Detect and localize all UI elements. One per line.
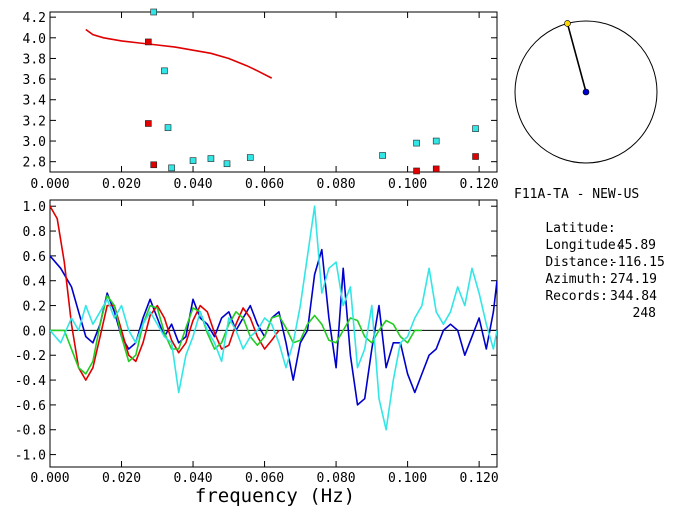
y-tick-label-bottom: 0.0 (23, 324, 46, 339)
y-tick-label-bottom: 0.4 (23, 275, 47, 290)
x-tick-label-bottom: 0.060 (245, 471, 284, 486)
x-tick-label-bottom: 0.120 (460, 471, 499, 486)
data-point (145, 120, 152, 127)
data-point (413, 167, 420, 175)
station-info-panel: F11A-TA - NEW-US Latitude: 45.89 Longitu… (514, 186, 694, 321)
azimuth-row: Azimuth: 344.84 (514, 254, 694, 304)
latitude-label: Latitude: (545, 221, 616, 236)
event-dot (564, 20, 571, 27)
y-tick-label-top: 4.0 (23, 32, 46, 47)
data-point (472, 125, 479, 132)
longitude-row: Longitude: -116.15 (514, 220, 694, 270)
x-tick-label-bottom: 0.100 (388, 471, 427, 486)
data-point (189, 157, 197, 164)
azimuth-label: Azimuth: (545, 272, 608, 287)
y-tick-label-bottom: -0.2 (15, 349, 46, 364)
y-tick-label-top: 3.8 (23, 52, 46, 67)
records-label: Records: (545, 289, 608, 304)
y-tick-label-bottom: 0.8 (23, 225, 46, 240)
x-tick-label-top: 0.120 (460, 177, 499, 192)
top-scatter-plot: 0.000 0.020 0.040 0.060 0.080 0.100 0.120 2.8 3.… (23, 8, 499, 192)
data-point (413, 139, 420, 147)
y-tick-label-top: 3.0 (23, 135, 46, 150)
data-point (472, 153, 479, 160)
bottom-line-plot: 0.000 0.020 0.040 0.060 0.080 0.100 0.120 1.0 0.… (15, 199, 499, 486)
records-row: Records: 248 (514, 271, 694, 321)
latitude-value: 45.89 (616, 238, 656, 253)
data-point (150, 8, 158, 16)
data-point (432, 165, 440, 173)
data-point (145, 38, 152, 46)
dial-circle (514, 20, 658, 164)
y-tick-label-top: 4.2 (23, 11, 46, 26)
y-tick-label-bottom: -0.4 (15, 374, 46, 389)
x-tick-label-top: 0.060 (245, 177, 284, 192)
data-point (246, 154, 254, 161)
data-point (161, 67, 168, 75)
azimuth-dial (514, 20, 658, 164)
series-line-blue (50, 248, 497, 406)
x-tick-label-top: 0.020 (102, 177, 141, 192)
series-line-cyan (50, 205, 497, 431)
latitude-row: Latitude: 45.89 (514, 203, 694, 253)
station-name: F11A-TA - NEW-US (514, 187, 640, 202)
x-tick-label-bottom: 0.020 (102, 471, 141, 486)
y-tick-label-bottom: 0.6 (23, 250, 46, 265)
y-tick-label-bottom: -1.0 (15, 449, 46, 464)
y-tick-label-top: 3.4 (23, 94, 47, 109)
y-tick-label-bottom: 1.0 (23, 200, 46, 215)
y-tick-label-bottom: -0.6 (15, 399, 46, 414)
data-point (223, 160, 231, 168)
series-line-green (50, 294, 422, 375)
data-point (432, 137, 440, 145)
x-tick-label-bottom: 0.000 (30, 471, 69, 486)
data-point (379, 152, 386, 159)
x-axis-label: frequency (Hz) (195, 485, 355, 507)
data-point (150, 161, 158, 169)
distance-row: Distance: 274.19 (514, 237, 694, 287)
x-tick-label-top: 0.080 (317, 177, 356, 192)
y-tick-label-top: 2.8 (23, 156, 46, 171)
distance-label: Distance: (545, 255, 616, 270)
y-tick-label-bottom: -0.8 (15, 424, 46, 439)
x-tick-label-bottom: 0.080 (317, 471, 356, 486)
longitude-label: Longitude: (545, 238, 624, 253)
station-dot (582, 88, 590, 96)
x-tick-label-top: 0.100 (388, 177, 427, 192)
y-tick-label-bottom: 0.2 (23, 300, 46, 315)
data-point (207, 155, 215, 162)
data-point (168, 164, 175, 172)
longitude-value: -116.15 (610, 255, 665, 270)
azimuth-needle (566, 23, 587, 93)
y-tick-label-top: 3.2 (23, 114, 46, 129)
azimuth-value: 344.84 (610, 289, 657, 304)
data-point (164, 124, 172, 131)
y-tick-label-top: 3.6 (23, 73, 46, 88)
x-tick-label-top: 0.000 (30, 177, 69, 192)
distance-value: 274.19 (610, 272, 657, 287)
plot-frame-bottom (49, 199, 498, 468)
series-line-red (50, 205, 280, 381)
x-tick-label-bottom: 0.040 (173, 471, 212, 486)
dispersion-curve (85, 28, 273, 79)
plot-frame-top (49, 11, 498, 173)
x-tick-label-top: 0.040 (173, 177, 212, 192)
records-value: 248 (632, 306, 656, 321)
